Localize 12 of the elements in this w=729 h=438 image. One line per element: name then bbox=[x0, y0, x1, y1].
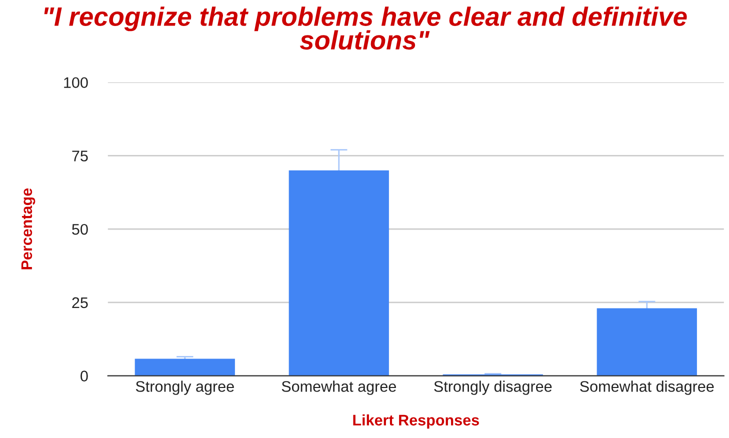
x-tick-label: Strongly disagree bbox=[434, 380, 552, 395]
x-tick-label: Somewhat agree bbox=[282, 380, 396, 395]
x-tick-label: Somewhat disagree bbox=[580, 380, 714, 395]
y-tick-label: 100 bbox=[64, 77, 88, 88]
x-axis-title: Likert Responses bbox=[353, 414, 479, 429]
x-tick-label: Strongly agree bbox=[136, 380, 234, 395]
y-tick-label: 0 bbox=[80, 370, 88, 382]
y-axis-title: Percentage bbox=[21, 188, 36, 270]
chart-title: "I recognize that problems have clear and definitive solutions" bbox=[44, 6, 687, 50]
y-tick-label: 75 bbox=[72, 150, 88, 162]
y-tick-label: 50 bbox=[72, 224, 88, 235]
y-tick-label: 25 bbox=[72, 297, 88, 308]
